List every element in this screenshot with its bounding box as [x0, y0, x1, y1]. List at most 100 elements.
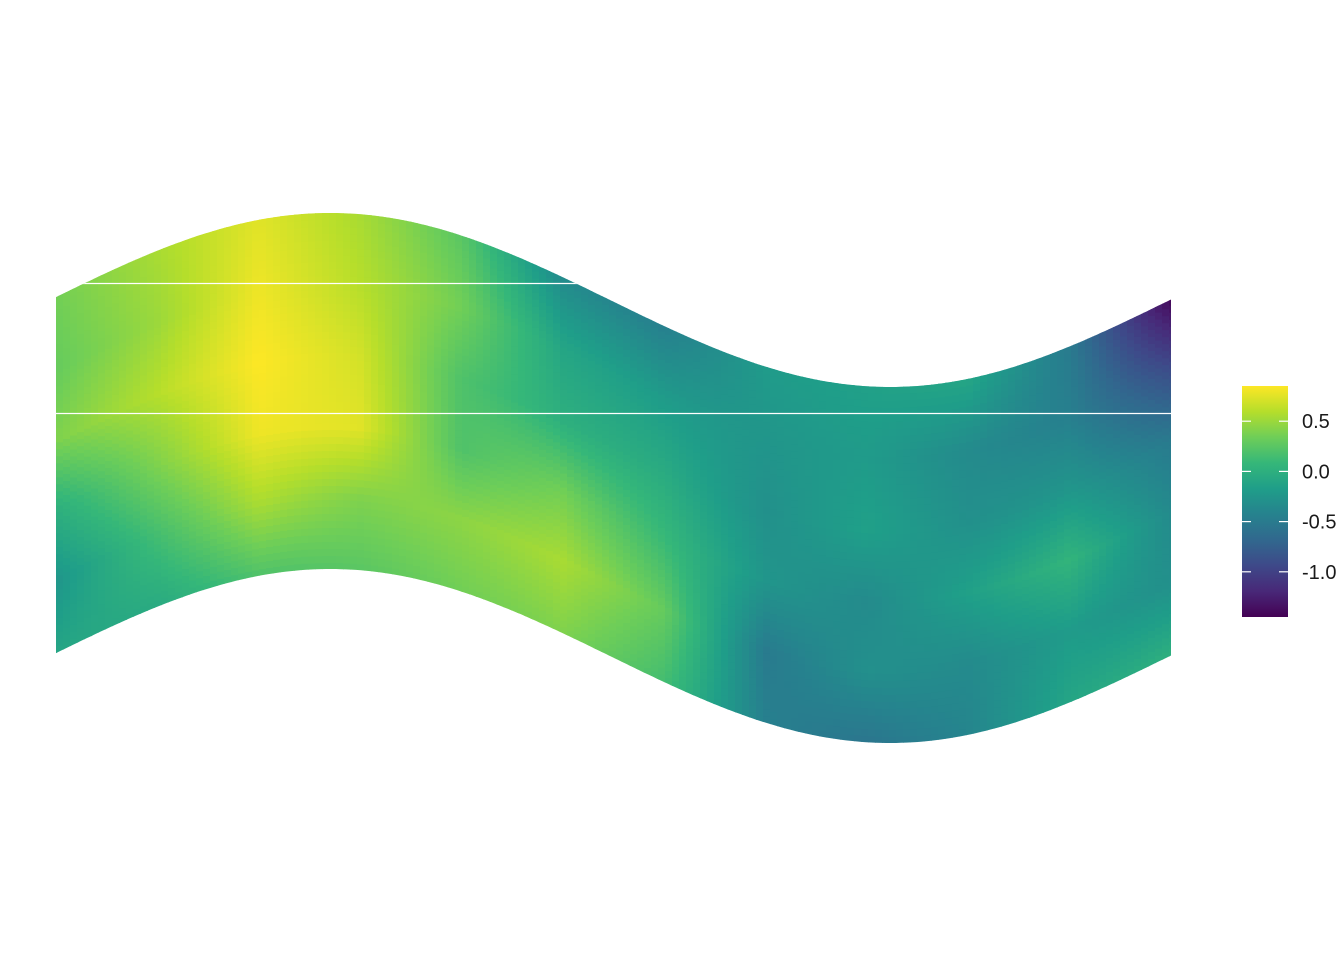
heatmap-cell — [427, 514, 435, 522]
heatmap-cell — [161, 388, 169, 396]
heatmap-cell — [385, 568, 393, 576]
heatmap-cell — [98, 429, 106, 437]
heatmap-cell — [637, 567, 645, 575]
heatmap-cell — [252, 305, 260, 313]
heatmap-cell — [630, 367, 638, 375]
heatmap-cell — [420, 351, 428, 359]
heatmap-cell — [637, 546, 645, 554]
heatmap-cell — [273, 350, 281, 358]
heatmap-cell — [266, 568, 274, 576]
heatmap-cell — [553, 463, 561, 471]
heatmap-cell — [378, 511, 386, 519]
heatmap-cell — [546, 558, 554, 566]
heatmap-cell — [455, 284, 463, 292]
heatmap-cell — [469, 295, 477, 303]
heatmap-cell — [182, 261, 190, 269]
heatmap-cell — [175, 362, 183, 370]
heatmap-cell — [686, 450, 694, 458]
heatmap-cell — [147, 331, 155, 339]
heatmap-cell — [476, 571, 484, 579]
heatmap-cell — [441, 356, 449, 364]
heatmap-cell — [644, 325, 652, 333]
heatmap-cell — [455, 361, 463, 369]
heatmap-cell — [588, 375, 596, 383]
heatmap-cell — [336, 276, 344, 284]
heatmap-cell — [70, 450, 78, 458]
heatmap-cell — [126, 375, 134, 383]
heatmap-cell — [700, 547, 708, 555]
heatmap-cell — [329, 416, 337, 424]
heatmap-cell — [259, 317, 267, 325]
heatmap-cell — [707, 347, 715, 355]
heatmap-cell — [189, 273, 197, 281]
heatmap-cell — [532, 524, 540, 532]
heatmap-cell — [182, 401, 190, 409]
heatmap-cell — [385, 309, 393, 317]
heatmap-cell — [616, 452, 624, 460]
heatmap-cell — [63, 642, 71, 650]
heatmap-cell — [203, 394, 211, 402]
heatmap-cell — [441, 237, 449, 245]
heatmap-cell — [301, 319, 309, 327]
heatmap-cell — [231, 386, 239, 394]
heatmap-cell — [392, 303, 400, 311]
heatmap-cell — [406, 355, 414, 363]
heatmap-cell — [91, 342, 99, 350]
heatmap-cell — [84, 534, 92, 542]
heatmap-cell — [364, 383, 372, 391]
heatmap-cell — [175, 586, 183, 594]
heatmap-cell — [553, 449, 561, 457]
heatmap-cell — [210, 560, 218, 568]
heatmap-cell — [686, 394, 694, 402]
heatmap-cell — [511, 424, 519, 432]
heatmap-cell — [553, 484, 561, 492]
heatmap-cell — [679, 425, 687, 433]
heatmap-cell — [350, 480, 358, 488]
heatmap-cell — [455, 452, 463, 460]
heatmap-cell — [686, 345, 694, 353]
heatmap-cell — [623, 616, 631, 624]
heatmap-cell — [700, 519, 708, 527]
heatmap-cell — [315, 227, 323, 235]
heatmap-cell — [294, 571, 302, 579]
heatmap-cell — [420, 540, 428, 548]
heatmap-cell — [224, 458, 232, 466]
heatmap-cell — [301, 396, 309, 404]
heatmap-cell — [161, 479, 169, 487]
heatmap-cell — [693, 691, 701, 699]
heatmap-cell — [308, 312, 316, 320]
heatmap-cell — [147, 324, 155, 332]
heatmap-cell — [231, 400, 239, 408]
heatmap-cell — [105, 580, 113, 588]
heatmap-cell — [203, 352, 211, 360]
heatmap-cell — [140, 333, 148, 341]
heatmap-cell — [357, 473, 365, 481]
heatmap-cell — [623, 504, 631, 512]
heatmap-cell — [448, 463, 456, 471]
heatmap-cell — [714, 405, 722, 413]
heatmap-cell — [364, 369, 372, 377]
heatmap-cell — [448, 505, 456, 513]
heatmap-cell — [189, 427, 197, 435]
heatmap-cell — [259, 261, 267, 269]
heatmap-cell — [504, 435, 512, 443]
heatmap-cell — [567, 344, 575, 352]
heatmap-cell — [364, 488, 372, 496]
heatmap-cell — [161, 416, 169, 424]
heatmap-cell — [623, 651, 631, 659]
heatmap-cell — [98, 359, 106, 367]
heatmap-cell — [546, 348, 554, 356]
heatmap-cell — [651, 350, 659, 358]
heatmap-cell — [693, 593, 701, 601]
heatmap-cell — [308, 557, 316, 565]
heatmap-cell — [665, 419, 673, 427]
heatmap-cell — [105, 475, 113, 483]
heatmap-cell — [406, 544, 414, 552]
heatmap-cell — [539, 450, 547, 458]
heatmap-cell — [476, 431, 484, 439]
heatmap-cell — [392, 443, 400, 451]
heatmap-cell — [238, 567, 246, 575]
heatmap-cell — [63, 362, 71, 370]
heatmap-cell — [140, 613, 148, 621]
heatmap-cell — [154, 335, 162, 343]
